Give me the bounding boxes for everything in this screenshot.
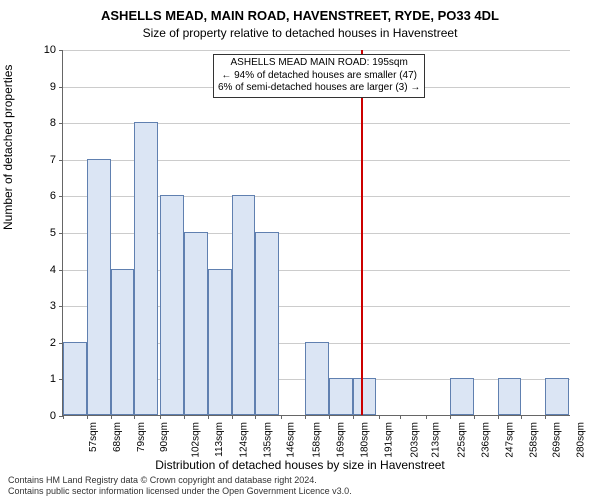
- xtick-label: 146sqm: [286, 422, 297, 458]
- gridline: [63, 50, 570, 51]
- xtick-mark: [426, 415, 427, 419]
- ytick-mark: [59, 87, 63, 88]
- xtick-mark: [498, 415, 499, 419]
- xtick-label: 247sqm: [504, 422, 515, 458]
- xtick-mark: [160, 415, 161, 419]
- footer: Contains HM Land Registry data © Crown c…: [8, 475, 352, 497]
- histogram-bar: [498, 378, 522, 415]
- ytick-mark: [59, 306, 63, 307]
- xtick-label: 90sqm: [159, 422, 170, 452]
- chart-title: ASHELLS MEAD, MAIN ROAD, HAVENSTREET, RY…: [0, 8, 600, 23]
- x-axis-label: Distribution of detached houses by size …: [0, 458, 600, 472]
- histogram-bar: [184, 232, 208, 415]
- chart-subtitle: Size of property relative to detached ho…: [0, 26, 600, 40]
- xtick-mark: [281, 415, 282, 419]
- plot-area: ASHELLS MEAD MAIN ROAD: 195sqm ← 94% of …: [62, 50, 570, 416]
- histogram-bar: [87, 159, 111, 415]
- xtick-label: 203sqm: [409, 422, 420, 458]
- ytick-label: 9: [26, 81, 56, 93]
- xtick-label: 269sqm: [552, 422, 563, 458]
- marker-line: [361, 50, 363, 415]
- histogram-bar: [329, 378, 353, 415]
- xtick-mark: [305, 415, 306, 419]
- footer-line2: Contains public sector information licen…: [8, 486, 352, 497]
- xtick-mark: [134, 415, 135, 419]
- xtick-label: 191sqm: [383, 422, 394, 458]
- histogram-bar: [134, 122, 158, 415]
- ytick-label: 1: [26, 373, 56, 385]
- histogram-bar: [255, 232, 279, 415]
- xtick-mark: [232, 415, 233, 419]
- ytick-label: 5: [26, 227, 56, 239]
- ytick-label: 8: [26, 117, 56, 129]
- xtick-label: 113sqm: [214, 422, 225, 457]
- xtick-label: 280sqm: [576, 422, 587, 458]
- xtick-mark: [379, 415, 380, 419]
- ytick-mark: [59, 50, 63, 51]
- histogram-bar: [160, 195, 184, 415]
- histogram-bar: [111, 269, 135, 415]
- histogram-bar: [305, 342, 329, 415]
- ytick-mark: [59, 233, 63, 234]
- xtick-mark: [521, 415, 522, 419]
- ytick-label: 7: [26, 154, 56, 166]
- xtick-label: 236sqm: [481, 422, 492, 458]
- ytick-mark: [59, 270, 63, 271]
- xtick-mark: [87, 415, 88, 419]
- xtick-mark: [208, 415, 209, 419]
- y-axis-label: Number of detached properties: [1, 65, 15, 230]
- ytick-label: 10: [26, 44, 56, 56]
- footer-line1: Contains HM Land Registry data © Crown c…: [8, 475, 352, 486]
- xtick-label: 169sqm: [336, 422, 347, 458]
- xtick-mark: [63, 415, 64, 419]
- ytick-label: 0: [26, 410, 56, 422]
- xtick-label: 213sqm: [431, 422, 442, 458]
- xtick-mark: [111, 415, 112, 419]
- ytick-mark: [59, 160, 63, 161]
- ytick-label: 6: [26, 190, 56, 202]
- xtick-mark: [184, 415, 185, 419]
- histogram-bar: [353, 378, 377, 415]
- ytick-mark: [59, 123, 63, 124]
- xtick-mark: [255, 415, 256, 419]
- histogram-bar: [232, 195, 256, 415]
- xtick-label: 225sqm: [457, 422, 468, 458]
- annotation-line3: 6% of semi-detached houses are larger (3…: [218, 82, 420, 95]
- xtick-label: 135sqm: [262, 422, 273, 458]
- xtick-mark: [450, 415, 451, 419]
- xtick-label: 79sqm: [136, 422, 147, 452]
- xtick-mark: [545, 415, 546, 419]
- xtick-label: 158sqm: [312, 422, 323, 458]
- annotation-line1: ASHELLS MEAD MAIN ROAD: 195sqm: [218, 57, 420, 70]
- xtick-label: 180sqm: [359, 422, 370, 458]
- xtick-label: 68sqm: [112, 422, 123, 452]
- xtick-label: 124sqm: [238, 422, 249, 458]
- annotation-box: ASHELLS MEAD MAIN ROAD: 195sqm ← 94% of …: [213, 54, 425, 98]
- annotation-line2: ← 94% of detached houses are smaller (47…: [218, 70, 420, 83]
- ytick-label: 3: [26, 300, 56, 312]
- xtick-mark: [474, 415, 475, 419]
- histogram-bar: [63, 342, 87, 415]
- xtick-mark: [329, 415, 330, 419]
- xtick-mark: [353, 415, 354, 419]
- ytick-label: 4: [26, 264, 56, 276]
- xtick-label: 57sqm: [88, 422, 99, 452]
- ytick-mark: [59, 196, 63, 197]
- xtick-label: 102sqm: [191, 422, 202, 458]
- chart-container: ASHELLS MEAD, MAIN ROAD, HAVENSTREET, RY…: [0, 0, 600, 500]
- histogram-bar: [208, 269, 232, 415]
- xtick-label: 258sqm: [528, 422, 539, 458]
- histogram-bar: [545, 378, 569, 415]
- xtick-mark: [400, 415, 401, 419]
- histogram-bar: [450, 378, 474, 415]
- ytick-label: 2: [26, 337, 56, 349]
